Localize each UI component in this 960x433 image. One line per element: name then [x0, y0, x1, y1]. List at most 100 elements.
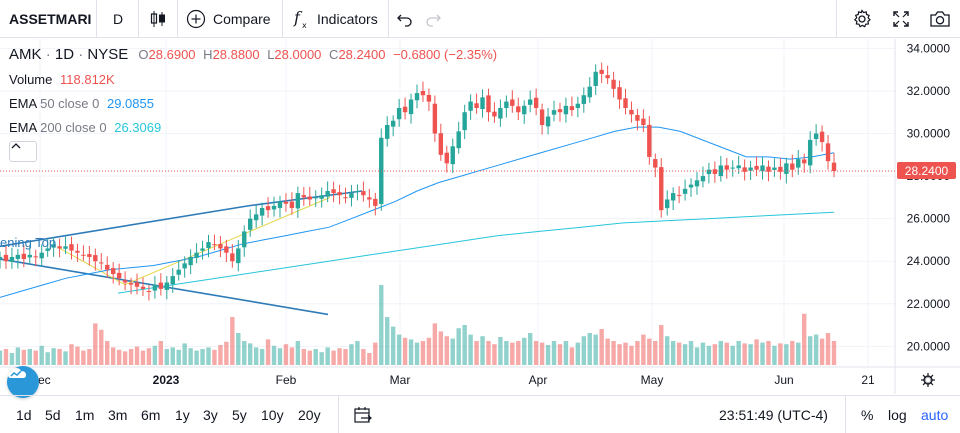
volume-bar: [152, 345, 158, 365]
candle-body: [796, 159, 801, 168]
candle-body: [164, 282, 169, 290]
undo-button[interactable]: [396, 0, 414, 38]
volume-bar: [569, 347, 575, 365]
toolbar-divider: [388, 0, 389, 38]
log-toggle[interactable]: log: [888, 407, 907, 423]
candle-body: [450, 146, 455, 165]
ema50-params: 50 close 0: [40, 96, 100, 111]
volume-bar: [438, 331, 444, 365]
compare-button[interactable]: Compare: [186, 0, 271, 38]
volume-bar: [414, 342, 420, 365]
volume-bar: [432, 323, 438, 365]
volume-bar: [754, 339, 759, 365]
volume-bar: [128, 349, 134, 365]
volume-bar: [122, 351, 128, 365]
volume-bar: [510, 342, 515, 365]
volume-bar: [581, 336, 586, 365]
range-5d[interactable]: 5d: [45, 407, 61, 423]
indicators-button[interactable]: f x Indicators: [292, 0, 378, 38]
candle-body: [230, 253, 235, 262]
candle-body: [617, 87, 622, 100]
range-20y[interactable]: 20y: [298, 407, 321, 423]
fullscreen-button[interactable]: [891, 0, 911, 38]
chart-type-button[interactable]: [148, 0, 168, 38]
ema200-name: EMA: [9, 120, 37, 135]
volume-bar: [57, 349, 62, 365]
range-1d[interactable]: 1d: [16, 407, 32, 423]
volume-bar: [105, 341, 110, 365]
range-1m[interactable]: 1m: [75, 407, 95, 423]
logo-button[interactable]: [7, 366, 39, 398]
volume-bar: [575, 342, 581, 365]
range-3m[interactable]: 3m: [108, 407, 128, 423]
candle-body: [414, 93, 420, 101]
toolbar-divider: [96, 0, 97, 38]
volume-bar: [390, 326, 396, 365]
go-to-date-button[interactable]: [353, 396, 373, 433]
candle-body: [385, 125, 390, 139]
candle-body: [551, 110, 557, 115]
volume-bar: [718, 341, 724, 365]
pattern-label[interactable]: ening Top: [0, 235, 57, 250]
range-10y[interactable]: 10y: [261, 407, 284, 423]
ema200-legend[interactable]: EMA 200 close 0 26.3069: [9, 120, 161, 135]
candle-body: [63, 246, 68, 249]
range-3y[interactable]: 3y: [203, 407, 218, 423]
volume-bar: [301, 349, 307, 365]
time-tick-label: May: [641, 373, 664, 387]
clock[interactable]: 23:51:49 (UTC-4): [719, 407, 828, 423]
volume-bar: [462, 325, 467, 365]
volume-bar: [408, 339, 414, 365]
candle-body: [27, 254, 32, 258]
chart-pane[interactable]: 34.0000 32.0000 30.0000 28.0000 26.0000 24.00…: [0, 39, 960, 398]
volume-bar: [170, 347, 175, 365]
volume-bar: [385, 317, 390, 365]
volume-bar: [712, 344, 718, 365]
collapse-legend-button[interactable]: [9, 141, 37, 162]
volume-bar: [426, 337, 432, 365]
settings-button[interactable]: [852, 0, 872, 38]
candle-body: [99, 262, 104, 264]
ema50-legend[interactable]: EMA 50 close 0 29.0855: [9, 96, 154, 111]
axis-settings-icon: [925, 377, 931, 383]
candle-body: [373, 198, 378, 206]
volume-bar: [813, 334, 819, 365]
volume-bar: [825, 333, 831, 365]
ema50-value: 29.0855: [106, 96, 154, 111]
volume-bar: [325, 347, 330, 365]
volume-bar: [146, 348, 152, 365]
candle-body: [3, 254, 9, 262]
redo-button[interactable]: [424, 0, 442, 38]
toolbar-divider: [177, 0, 178, 38]
volume-bar: [283, 344, 289, 365]
candle-body: [152, 284, 158, 291]
volume-bar: [396, 334, 402, 365]
toolbar-divider: [282, 0, 283, 38]
candle-body: [605, 75, 610, 79]
interval-button[interactable]: D: [113, 11, 124, 27]
fullscreen-icon: [893, 11, 909, 27]
legend-exchange: NYSE: [87, 46, 129, 63]
range-5y[interactable]: 5y: [232, 407, 247, 423]
candle-body: [367, 197, 372, 200]
percent-toggle[interactable]: %: [861, 407, 874, 423]
volume-bar: [617, 344, 622, 365]
candle-body: [575, 103, 581, 108]
range-6m[interactable]: 6m: [141, 407, 161, 423]
volume-bar: [182, 343, 187, 365]
symbol-search[interactable]: ASSETMARI: [9, 11, 92, 27]
price-chart[interactable]: 34.0000 32.0000 30.0000 28.0000 26.0000 24.00…: [0, 39, 960, 394]
candle-body: [522, 105, 527, 115]
price-tick-label: 22.0000: [907, 297, 951, 311]
volume-bar: [831, 341, 837, 365]
snapshot-button[interactable]: [929, 0, 951, 38]
auto-scale-toggle[interactable]: auto: [921, 407, 949, 423]
function-icon: f x: [293, 8, 307, 30]
candle-body: [539, 109, 545, 126]
volume-bar: [784, 344, 789, 365]
range-1y[interactable]: 1y: [175, 407, 190, 423]
volume-legend[interactable]: Volume 118.812K: [9, 72, 115, 87]
candle-body: [498, 107, 503, 119]
low-value: 28.0000: [274, 47, 322, 62]
legend-dot: ·: [78, 46, 88, 63]
